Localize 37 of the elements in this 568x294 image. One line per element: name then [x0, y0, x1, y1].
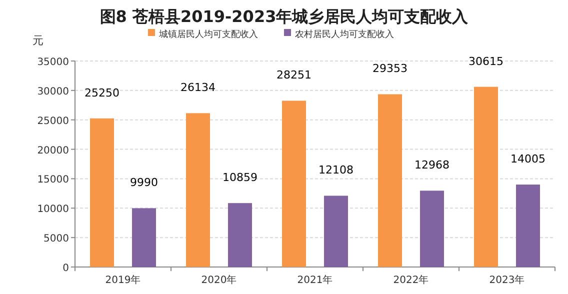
data-label: 10859: [222, 171, 258, 184]
bar: [474, 86, 498, 267]
x-tick-label: 2021年: [297, 274, 333, 286]
x-tick-label: 2020年: [201, 274, 237, 286]
bar: [282, 100, 306, 267]
bar: [228, 203, 252, 267]
y-tick-label: 20000: [37, 145, 69, 156]
y-tick-label: 25000: [37, 116, 69, 127]
data-label: 29353: [372, 62, 408, 76]
bar: [186, 113, 210, 267]
data-label: 14005: [510, 152, 546, 166]
legend-label: 农村居民人均可支配收入: [295, 29, 394, 40]
y-tick-label: 30000: [37, 86, 69, 98]
y-tick-label: 0: [62, 263, 69, 274]
y-tick-label: 15000: [37, 174, 69, 186]
chart-title: 图8 苍梧县2019-2023年城乡居民人均可支配收入: [100, 7, 470, 26]
y-tick-label: 5000: [44, 234, 69, 245]
bar: [324, 196, 348, 267]
data-label: 30615: [468, 54, 504, 68]
bar: [378, 94, 402, 267]
y-axis-title: 元: [32, 34, 44, 47]
bar: [90, 118, 114, 267]
data-label: 9990: [130, 176, 158, 190]
x-tick-label: 2022年: [393, 274, 429, 286]
x-tick-label: 2023年: [489, 274, 525, 286]
data-label: 12968: [414, 158, 450, 172]
data-label: 26134: [180, 81, 216, 94]
data-label: 28251: [276, 68, 312, 82]
y-tick-label: 35000: [37, 57, 69, 68]
y-tick-label: 10000: [37, 204, 69, 216]
data-label: 12108: [318, 164, 354, 177]
data-label: 25250: [84, 86, 120, 100]
legend-label: 城镇居民人均可支配收入: [158, 29, 258, 40]
bar: [516, 184, 540, 267]
bar: [420, 190, 444, 267]
x-tick-label: 2019年: [105, 274, 141, 286]
bar: [132, 208, 156, 267]
